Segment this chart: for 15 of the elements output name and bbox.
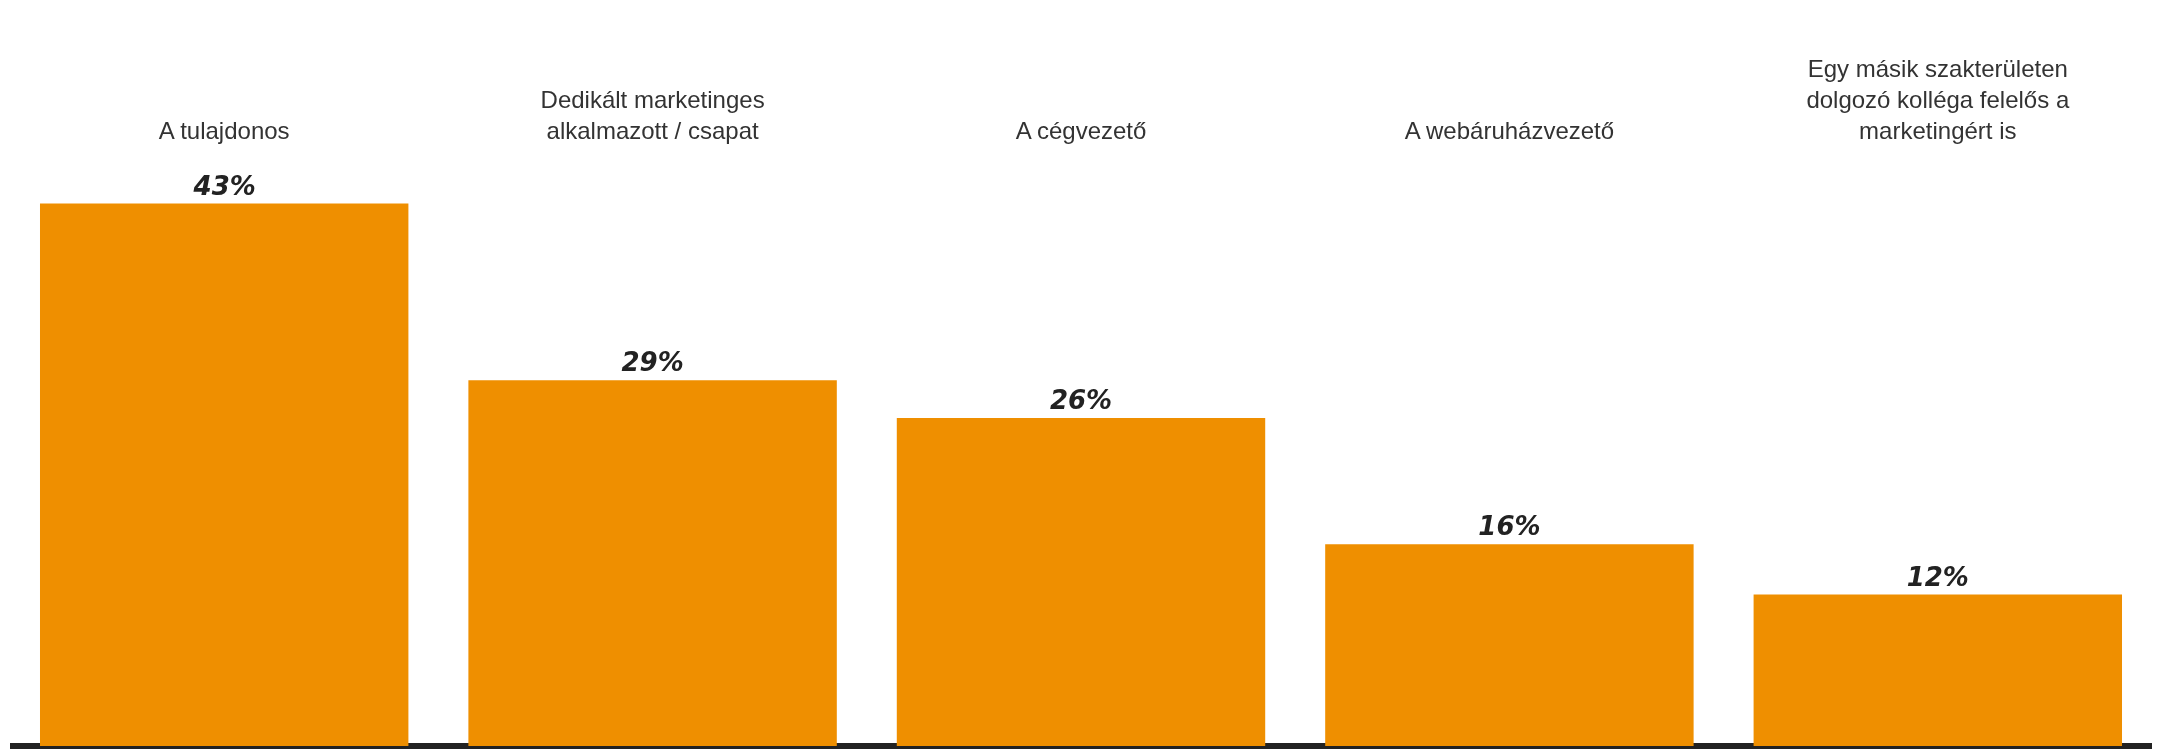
data-label: 12% bbox=[1906, 561, 1969, 592]
bar bbox=[1753, 594, 2123, 746]
x-tick-label: Dedikált marketinges alkalmazott / csapat bbox=[540, 86, 765, 145]
data-label: 43% bbox=[192, 170, 256, 201]
x-tick-label: A webáruházvezető bbox=[1404, 117, 1615, 145]
x-tick-label: A cégvezető bbox=[1015, 117, 1147, 145]
bar bbox=[1325, 544, 1694, 746]
bar bbox=[896, 418, 1266, 746]
x-tick-label: Egy másik szakterületen dolgozó kolléga felelős a marketingért is bbox=[1806, 54, 2070, 145]
bar bbox=[468, 380, 837, 746]
data-label: 26% bbox=[1049, 385, 1113, 416]
bar bbox=[39, 203, 409, 746]
data-label: 16% bbox=[1478, 511, 1541, 542]
x-tick-label: A tulajdonos bbox=[158, 117, 290, 145]
data-label: 29% bbox=[621, 347, 684, 378]
